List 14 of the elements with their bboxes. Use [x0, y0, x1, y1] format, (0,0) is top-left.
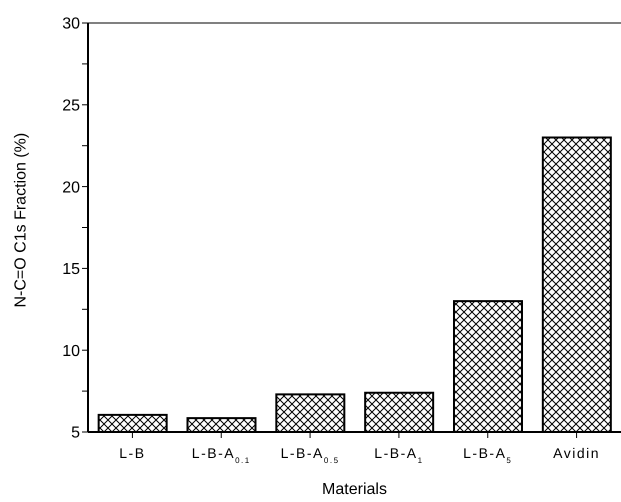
- x-tick-label: L-B: [119, 445, 146, 461]
- x-tick-label: L-B-A$_{1}$: [374, 445, 424, 465]
- y-tick-label: 5: [71, 424, 80, 442]
- x-axis-title: Materials: [322, 481, 387, 498]
- x-tick-label: Avidin: [553, 445, 600, 461]
- x-tick-label: L-B-A$_{0.1}$: [192, 445, 251, 465]
- y-tick-label: 25: [62, 97, 80, 114]
- x-tick-label: L-B-A$_{0.5}$: [280, 445, 340, 465]
- y-axis-title: N-C=O C1s Fraction (%): [12, 132, 30, 308]
- y-tick-label: 20: [62, 179, 80, 196]
- x-tick-label: L-B-A$_{5}$: [463, 445, 512, 465]
- y-tick-label: 15: [62, 261, 80, 278]
- y-tick-label: 30: [62, 16, 80, 33]
- y-tick-label: 10: [62, 342, 80, 360]
